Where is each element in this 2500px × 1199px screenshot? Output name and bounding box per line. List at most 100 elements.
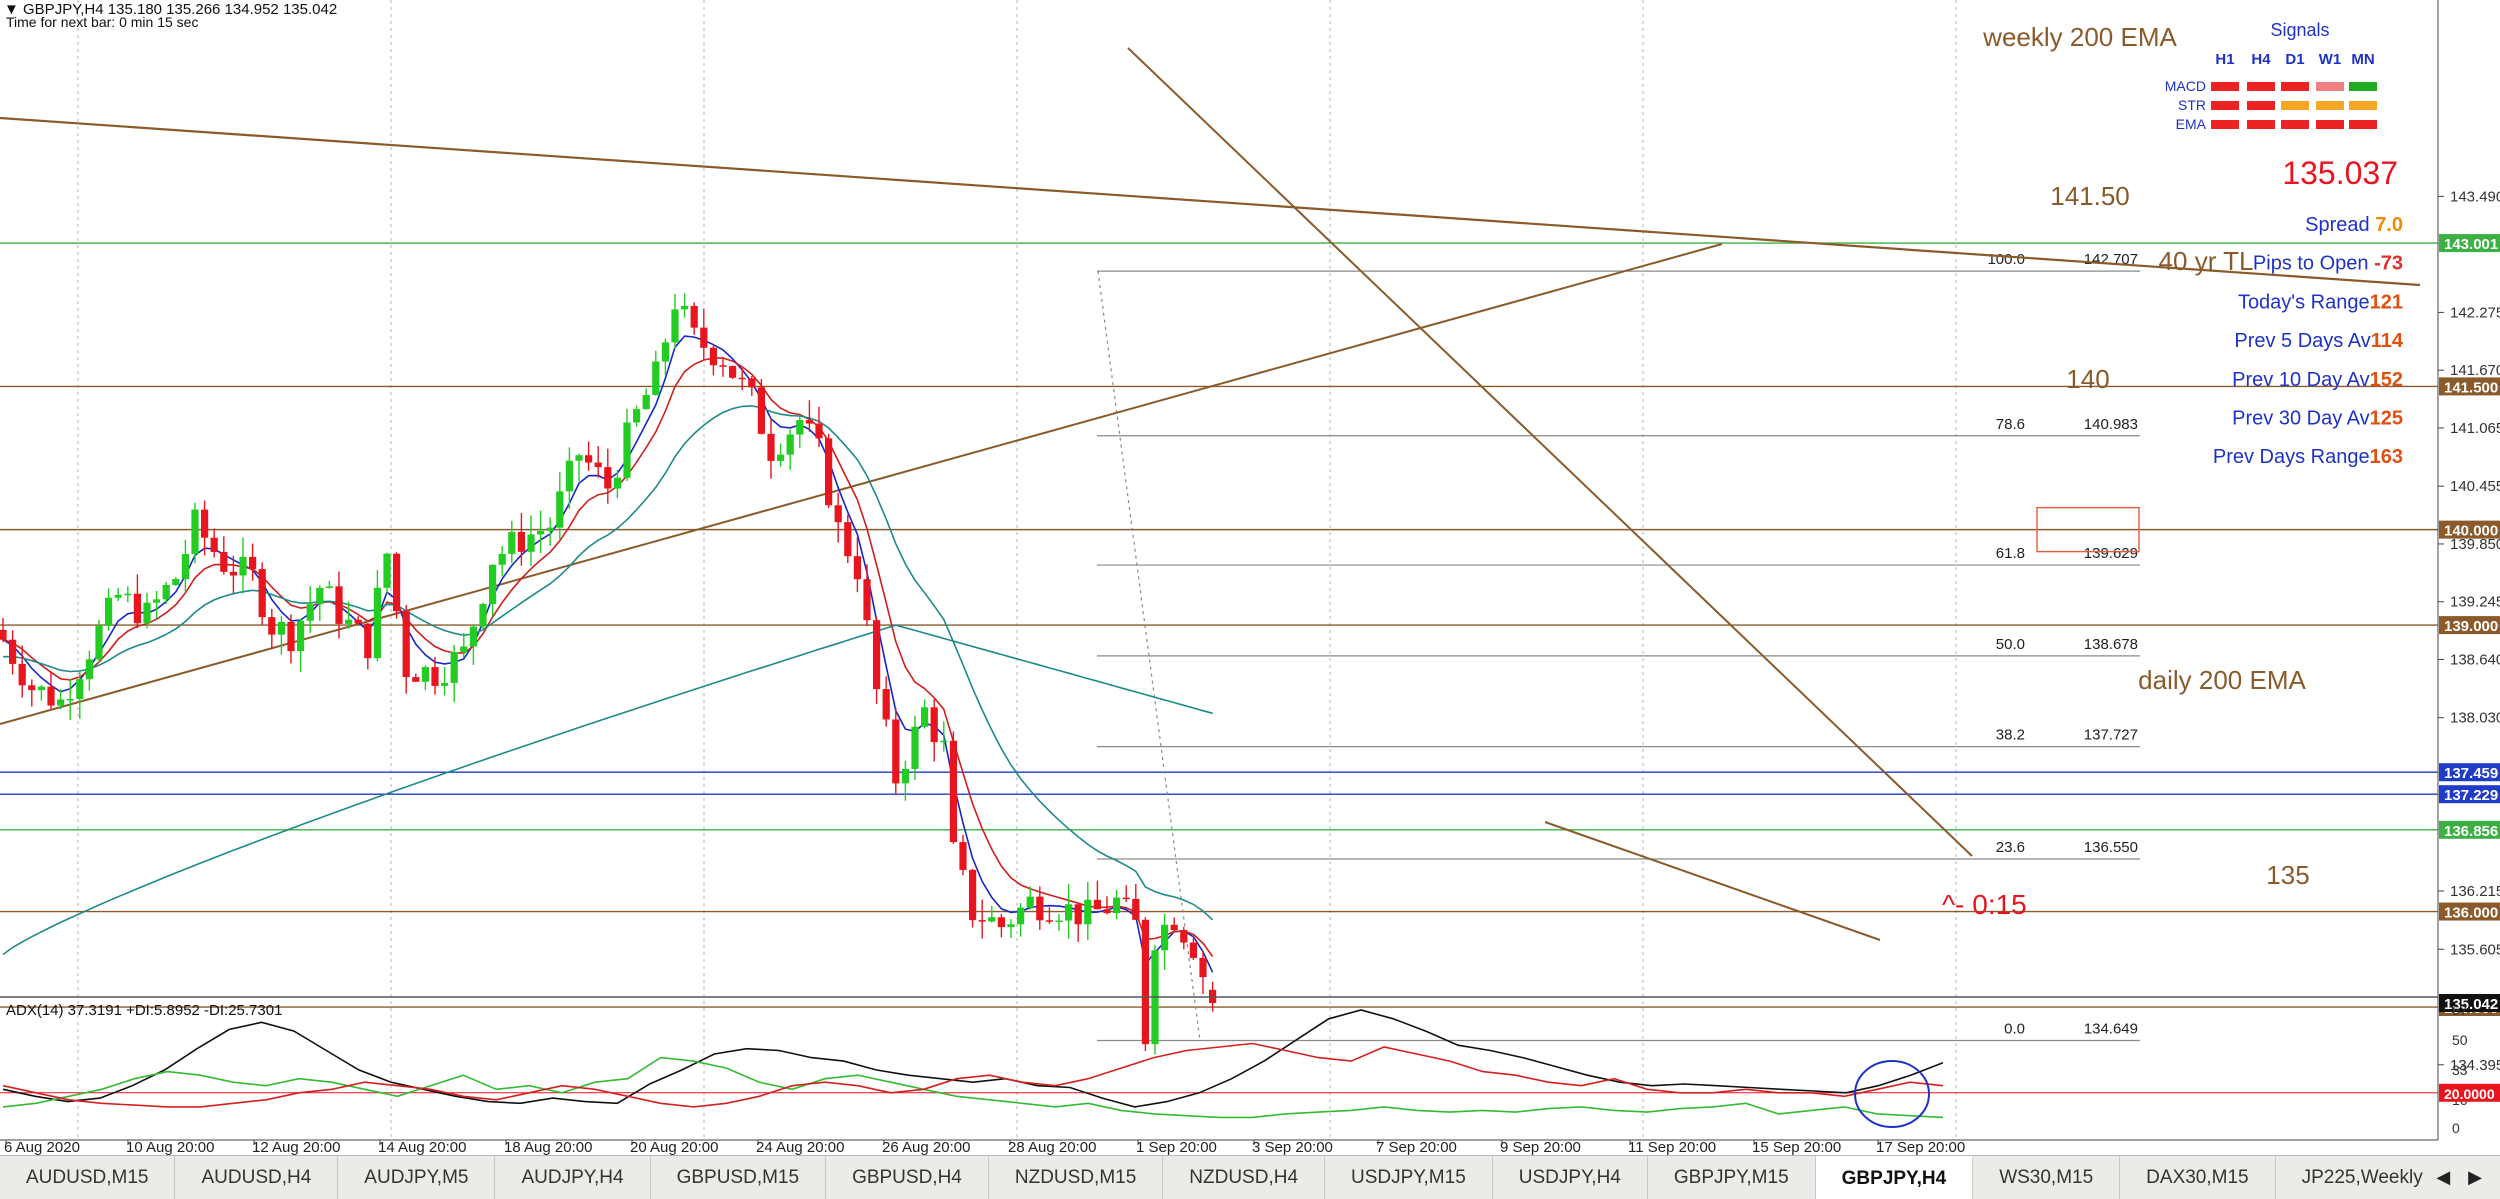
candle-body xyxy=(594,462,602,468)
ema-slow-line xyxy=(2,405,1214,921)
tab-scroll-left-icon[interactable]: ◀ xyxy=(2436,1167,2451,1187)
chart-tab[interactable]: GBPUSD,M15 xyxy=(651,1156,827,1199)
price-axis[interactable]: 143.490 142.275 141.670 141.065 140.455 139.8… xyxy=(2438,188,2500,1074)
signal-cell xyxy=(2316,101,2344,110)
candle-body xyxy=(450,652,458,683)
chart-tab[interactable]: NZDUSD,H4 xyxy=(1163,1156,1326,1199)
candle-body xyxy=(277,621,285,635)
signals-panel: Signals H1 H4 D1 W1 MN MACD STR EMA xyxy=(2165,20,2377,132)
fib-price-label: 139.629 xyxy=(2084,545,2138,562)
price-tick-label: 138.030 xyxy=(2450,710,2500,727)
candle-body xyxy=(181,554,189,580)
info-row-label: Prev 5 Days Av xyxy=(2234,330,2370,352)
candle-body xyxy=(1170,924,1178,931)
chart-tab[interactable]: AUDUSD,H4 xyxy=(175,1156,339,1199)
price-level-marker xyxy=(2439,234,2500,253)
candle-body xyxy=(940,740,948,743)
chart-tab[interactable]: DAX30,M15 xyxy=(2120,1156,2276,1199)
fib-price-label: 140.983 xyxy=(2084,416,2138,433)
signal-cell xyxy=(2316,120,2344,129)
time-tick-label: 24 Aug 20:00 xyxy=(756,1139,844,1156)
candle-body xyxy=(1103,909,1111,914)
candle-body xyxy=(268,617,276,635)
signal-column-header: D1 xyxy=(2285,51,2304,68)
vertical-grid xyxy=(77,0,1957,1140)
chart-tab[interactable]: NZDUSD,M15 xyxy=(989,1156,1164,1199)
candle-body xyxy=(229,571,237,576)
signal-column-header: W1 xyxy=(2319,51,2342,68)
candle-body xyxy=(556,491,564,528)
time-tick-label: 20 Aug 20:00 xyxy=(630,1139,718,1156)
chart-tab[interactable]: AUDUSD,M15 xyxy=(0,1156,176,1199)
info-row-label: Prev 10 Day Av xyxy=(2232,369,2369,391)
candle-body xyxy=(921,707,929,727)
candle-body xyxy=(959,842,967,870)
trendline-40yr xyxy=(0,116,2421,287)
chart-tab[interactable]: GBPJPY,M15 xyxy=(1648,1156,1816,1199)
candle-body xyxy=(306,604,314,621)
tab-scroll-right-icon[interactable]: ▶ xyxy=(2468,1167,2482,1187)
info-row: Today's Range121 xyxy=(2238,291,2403,313)
candle-body xyxy=(988,917,996,922)
time-tick-label: 7 Sep 20:00 xyxy=(1376,1139,1457,1156)
chart-tab[interactable]: AUDJPY,M5 xyxy=(338,1156,496,1199)
adx-highlight-circle xyxy=(1854,1060,1930,1128)
time-tick-label: 12 Aug 20:00 xyxy=(252,1139,340,1156)
chart-tab[interactable]: GBPUSD,H4 xyxy=(826,1156,989,1199)
chart-tab[interactable]: GBPJPY,H4 xyxy=(1815,1156,1974,1199)
candle-body xyxy=(546,527,554,532)
candle-body xyxy=(661,342,669,362)
price-tick-label: 142.275 xyxy=(2450,304,2500,321)
plus-di-line xyxy=(2,1056,1944,1119)
signal-cell xyxy=(2281,101,2309,110)
candle-body xyxy=(153,599,161,603)
candle-body xyxy=(114,594,122,598)
candle-body xyxy=(85,659,93,680)
info-row: Spread 7.0 xyxy=(2305,214,2403,236)
chart-tab[interactable]: JP225,Weekly xyxy=(2276,1156,2437,1199)
signal-cell xyxy=(2211,101,2239,110)
candle-body xyxy=(66,699,74,701)
candle-body xyxy=(18,663,26,686)
signal-cell xyxy=(2349,82,2377,91)
time-tick-label: 10 Aug 20:00 xyxy=(126,1139,214,1156)
chart-tab[interactable]: USDJPY,H4 xyxy=(1493,1156,1648,1199)
candle-body xyxy=(709,347,717,366)
chart-tab[interactable]: WS30,M15 xyxy=(1973,1156,2121,1199)
current-price-label: 135.042 xyxy=(2444,996,2498,1013)
fib-price-label: 137.727 xyxy=(2084,727,2138,744)
candle-body xyxy=(1141,919,1149,1045)
chart-tab[interactable]: AUDJPY,H4 xyxy=(495,1156,651,1199)
candle-body xyxy=(201,509,209,538)
candle-body xyxy=(719,365,727,367)
candle-body xyxy=(700,327,708,348)
info-row-label: Pips to Open xyxy=(2253,253,2374,275)
candle-body xyxy=(805,420,813,424)
chart-tab[interactable]: USDJPY,M15 xyxy=(1325,1156,1493,1199)
price-tick-label: 139.850 xyxy=(2450,536,2500,553)
info-row-value: -73 xyxy=(2374,253,2403,275)
adx-tick-label: 50 xyxy=(2452,1032,2468,1048)
adx-level-marker xyxy=(2439,1083,2500,1102)
candle-body xyxy=(978,920,986,922)
signal-cell xyxy=(2247,82,2275,91)
level-141-50-label: 141.50 xyxy=(2050,181,2130,211)
candle-body xyxy=(844,522,852,557)
adx-level-label: 20.0000 xyxy=(2444,1086,2495,1102)
signal-row-label: EMA xyxy=(2176,116,2207,132)
candle-body xyxy=(421,667,429,682)
candle-body xyxy=(1036,896,1044,921)
price-level-marker xyxy=(2439,377,2500,396)
price-tick-label: 141.065 xyxy=(2450,420,2500,437)
candle-body xyxy=(892,719,900,784)
info-row: Pips to Open -73 xyxy=(2253,253,2403,275)
candle-body xyxy=(172,579,180,585)
candle-body xyxy=(1084,899,1092,925)
fib-ratio-label: 38.2 xyxy=(1996,727,2025,744)
trendlines[interactable] xyxy=(0,47,2421,941)
signal-cell xyxy=(2281,120,2309,129)
time-tick-label: 3 Sep 20:00 xyxy=(1252,1139,1333,1156)
signal-column-header: MN xyxy=(2351,51,2374,68)
